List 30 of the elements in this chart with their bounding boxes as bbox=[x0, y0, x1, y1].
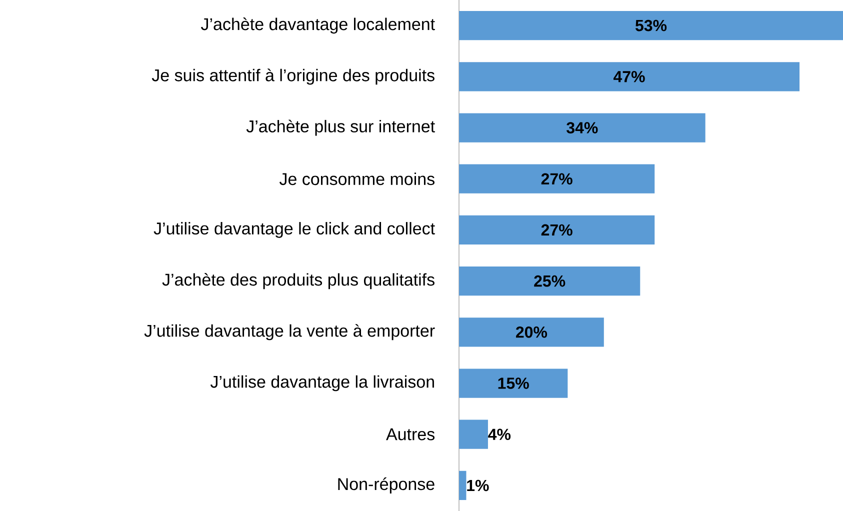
bar bbox=[458, 10, 843, 40]
y-tick-label: J’achète davantage localement bbox=[201, 18, 435, 34]
y-tick-label: J’utilise davantage la livraison bbox=[210, 375, 434, 392]
data-label: 20% bbox=[516, 326, 548, 338]
y-tick-label: J’utilise davantage la vente à emporter bbox=[144, 324, 435, 340]
data-label: 27% bbox=[541, 224, 572, 236]
bar bbox=[458, 420, 488, 449]
data-label: 15% bbox=[498, 378, 529, 389]
bar bbox=[458, 470, 466, 500]
y-tick-label: J’utilise davantage le click and collect bbox=[154, 222, 435, 238]
data-label: 4% bbox=[488, 428, 511, 440]
data-label: 1% bbox=[467, 480, 489, 492]
bar bbox=[458, 368, 568, 398]
data-label: 47% bbox=[614, 71, 645, 82]
data-label: 53% bbox=[635, 20, 667, 32]
y-tick-label: J’achète plus sur internet bbox=[246, 120, 435, 136]
bar bbox=[458, 318, 604, 347]
bar bbox=[458, 215, 655, 245]
bar bbox=[458, 266, 640, 296]
y-tick-label: Je consomme moins bbox=[280, 172, 434, 186]
bar bbox=[458, 62, 800, 92]
y-tick-label: Je suis attentif à l’origine des produits bbox=[152, 68, 434, 85]
y-tick-label: Autres bbox=[386, 428, 435, 440]
bar bbox=[458, 113, 706, 142]
data-label: 27% bbox=[541, 173, 572, 185]
y-tick-label: J’achète des produits plus qualitatifs bbox=[162, 273, 434, 290]
bar bbox=[458, 164, 655, 194]
data-label: 34% bbox=[566, 122, 598, 134]
y-tick-label: Non-réponse bbox=[338, 477, 434, 494]
data-label: 25% bbox=[534, 275, 566, 287]
